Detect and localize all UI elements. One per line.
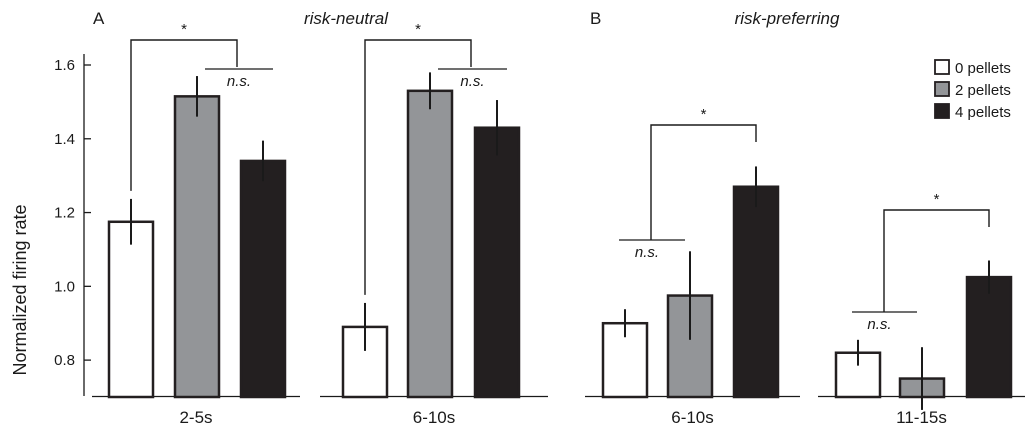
- y-tick-label: 1.2: [54, 205, 75, 222]
- y-axis-label: Normalized firing rate: [10, 204, 30, 375]
- y-tick-labels: 0.8 1.0 1.2 1.4 1.6: [54, 57, 75, 369]
- bars: [107, 89, 1013, 399]
- y-axis: [83, 54, 91, 396]
- bar-black: [732, 185, 780, 399]
- legend-label: 4 pellets: [955, 104, 1011, 121]
- error-bars: [130, 72, 990, 410]
- ns-label: n.s.: [635, 244, 659, 261]
- significance-bracket: [130, 39, 238, 191]
- ns-label: n.s.: [867, 316, 891, 333]
- panel-a-title: risk-neutral: [304, 9, 389, 28]
- significance-bracket: [364, 39, 472, 295]
- y-tick-label: 0.8: [54, 352, 75, 369]
- category-label: 6-10s: [671, 408, 714, 427]
- y-tick-label: 1.4: [54, 131, 75, 148]
- legend-label: 2 pellets: [955, 82, 1011, 99]
- significance-star: *: [701, 106, 707, 123]
- ns-label: n.s.: [460, 73, 484, 90]
- significance-star: *: [181, 21, 187, 38]
- ns-label: n.s.: [227, 73, 251, 90]
- bar-black: [965, 275, 1013, 399]
- legend-swatch-black: [934, 103, 950, 119]
- category-label: 2-5s: [179, 408, 212, 427]
- significance-bracket: [883, 209, 990, 312]
- category-label: 6-10s: [413, 408, 456, 427]
- panel-b-title: risk-preferring: [735, 9, 840, 28]
- panel-a-letter: A: [93, 9, 105, 28]
- panel-b-letter: B: [590, 9, 601, 28]
- category-label: 11-15s: [896, 408, 947, 427]
- y-tick-label: 1.0: [54, 278, 75, 295]
- category-labels: 2-5s 6-10s 6-10s 11-15s: [179, 408, 946, 427]
- significance-star: *: [934, 191, 940, 208]
- bar-white: [107, 220, 155, 399]
- significance-bracket: [650, 124, 757, 240]
- significance-star: *: [415, 21, 421, 38]
- bar-black: [239, 159, 287, 399]
- legend-swatch-white: [934, 59, 950, 75]
- legend-label: 0 pellets: [955, 60, 1011, 77]
- bar-gray: [666, 294, 714, 399]
- bar-gray: [173, 95, 221, 399]
- bar-gray: [406, 89, 454, 399]
- bar-black: [473, 126, 521, 399]
- y-tick-label: 1.6: [54, 57, 75, 74]
- legend: 0 pellets 2 pellets 4 pellets: [934, 59, 1011, 121]
- legend-swatch-gray: [934, 81, 950, 97]
- significance-brackets: * n.s. * n.s. * n.s. * n.s.: [130, 21, 990, 333]
